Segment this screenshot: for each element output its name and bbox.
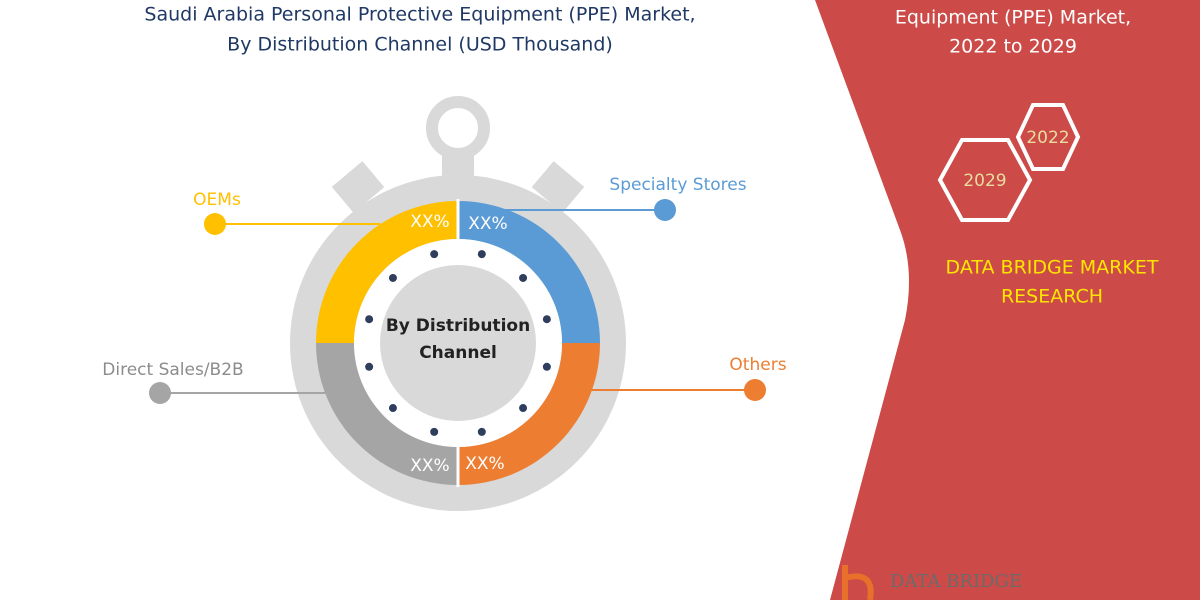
year-label: 2022 [1026, 128, 1069, 148]
title-line: Saudi Arabia Personal Protective Equipme… [144, 4, 695, 26]
segment-specialty-stores [458, 201, 600, 343]
segment-oems [316, 201, 458, 343]
center-disc [380, 265, 536, 421]
footer-logo-mark [842, 565, 874, 600]
segment-value: XX% [410, 212, 449, 232]
callout-dot [654, 199, 676, 221]
dial-dot [388, 273, 397, 282]
brand-line: DATA BRIDGE MARKET [946, 257, 1159, 279]
footer-logo: DATA BRIDGE [890, 571, 1022, 592]
year-label: 2029 [963, 171, 1006, 191]
callout-dot [149, 382, 171, 404]
dial-dot [519, 273, 528, 282]
dial-dot [542, 362, 551, 371]
dial-dot [365, 362, 374, 371]
side-panel [815, 0, 1200, 600]
dial-dots [365, 250, 551, 436]
side-title-line: Equipment (PPE) Market, [895, 7, 1131, 29]
dial-dot [542, 315, 551, 324]
segment-value: XX% [465, 454, 504, 474]
dial-dot [519, 404, 528, 413]
segment-others [458, 343, 600, 485]
dial-dot [388, 404, 397, 413]
side-title-line: 2022 to 2029 [949, 36, 1077, 58]
segment-value: XX% [468, 214, 507, 234]
year-hexagon [937, 138, 1033, 222]
center-label: By Distribution [386, 316, 530, 336]
stopwatch: By Distribution Channel XX% XX% XX% XX% [290, 96, 626, 511]
title-line: By Distribution Channel (USD Thousand) [227, 34, 613, 56]
segment-label: OEMs [193, 190, 241, 210]
callout-dot [204, 213, 226, 235]
dial-dot [477, 250, 486, 259]
segment-label: Others [729, 355, 786, 375]
center-label: Channel [419, 343, 497, 363]
year-hexagon [1015, 103, 1081, 171]
stopwatch-button [331, 161, 385, 213]
dial-dot [430, 427, 439, 436]
stopwatch-button [531, 161, 585, 213]
segment-direct-sales [316, 343, 458, 485]
segment-label: Direct Sales/B2B [102, 360, 243, 380]
segment-value: XX% [410, 456, 449, 476]
dial-dot [430, 250, 439, 259]
callout-dot [744, 379, 766, 401]
dial-dot [365, 315, 374, 324]
brand-line: RESEARCH [1001, 286, 1103, 308]
segment-label: Specialty Stores [609, 175, 746, 195]
dial-dot [477, 427, 486, 436]
